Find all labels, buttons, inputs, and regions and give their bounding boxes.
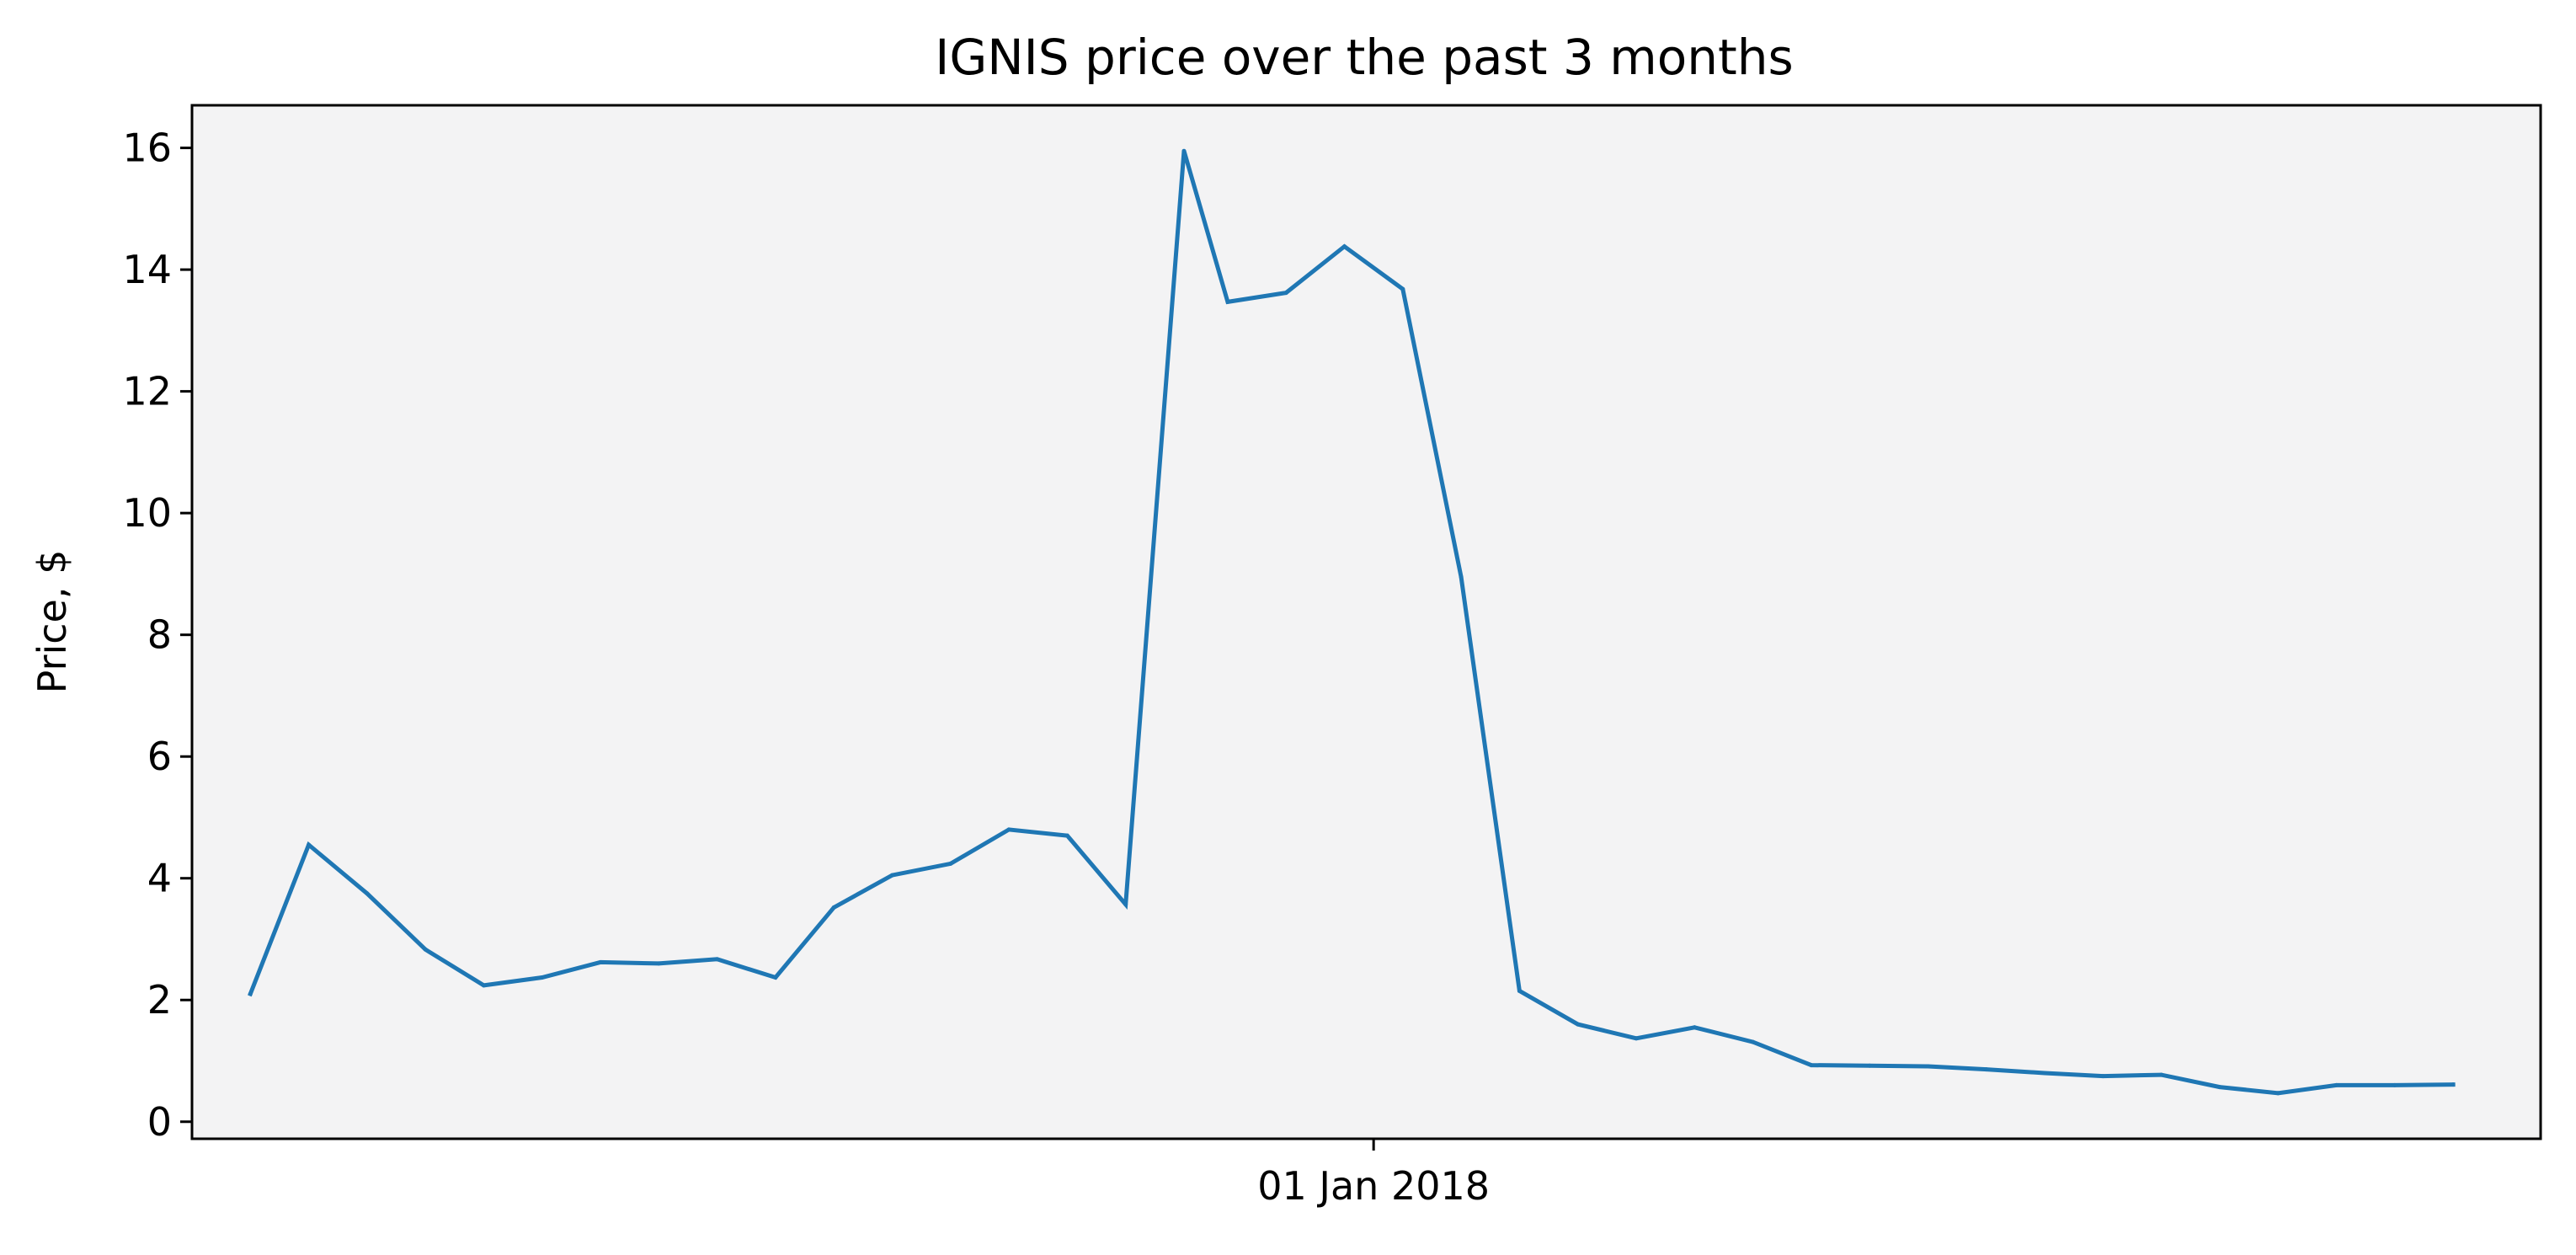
price-point — [2042, 1071, 2047, 1076]
price-point — [1925, 1064, 1930, 1069]
y-tick-label: 8 — [147, 612, 172, 658]
price-point — [1576, 1022, 1581, 1027]
plot-frame — [190, 104, 2542, 1140]
y-tick-label: 14 — [122, 247, 172, 292]
price-point — [948, 861, 953, 866]
price-point — [1283, 291, 1288, 296]
price-point — [1342, 244, 1347, 249]
price-point — [1867, 1063, 1872, 1068]
price-point — [1064, 833, 1069, 838]
price-point — [1459, 574, 1464, 579]
price-point — [656, 961, 661, 966]
price-point — [2392, 1082, 2397, 1087]
chart-title: IGNIS price over the past 3 months — [935, 29, 1794, 86]
price-point — [2217, 1085, 2222, 1090]
y-tick-label: 16 — [122, 125, 172, 171]
price-point — [540, 975, 545, 980]
price-point — [2100, 1074, 2105, 1079]
price-point — [1984, 1067, 1989, 1072]
price-point — [715, 957, 720, 962]
price-point — [2159, 1072, 2164, 1077]
price-point — [248, 991, 253, 996]
price-point — [1225, 299, 1230, 304]
price-point — [1181, 148, 1187, 153]
y-tick-label: 2 — [147, 977, 172, 1023]
price-point — [2451, 1082, 2456, 1087]
price-point — [1006, 827, 1011, 832]
chart-marks: 0 2 4 6 8 10 12 14 16 01 Jan 2018 — [122, 125, 2456, 1209]
y-tick-label: 12 — [122, 369, 172, 414]
y-tick-label: 6 — [147, 734, 172, 779]
price-point — [1123, 902, 1128, 907]
price-point — [307, 842, 312, 847]
price-point — [423, 947, 428, 952]
price-point — [1634, 1036, 1639, 1041]
price-point — [481, 983, 486, 988]
price-point — [1692, 1025, 1697, 1030]
y-axis-label: Price, $ — [29, 550, 75, 694]
x-tick-label: 01 Jan 2018 — [1257, 1163, 1490, 1209]
y-tick-label: 0 — [147, 1099, 172, 1145]
price-point — [2275, 1091, 2280, 1096]
price-point — [1809, 1063, 1814, 1068]
price-point — [2333, 1082, 2339, 1087]
y-tick-label: 4 — [147, 856, 172, 901]
price-point — [1517, 988, 1522, 993]
price-point — [1400, 286, 1405, 291]
price-point — [890, 873, 895, 878]
price-point — [365, 891, 370, 896]
price-point — [1751, 1039, 1756, 1044]
price-point — [773, 975, 778, 980]
price-point — [831, 905, 836, 910]
y-tick-label: 10 — [122, 490, 172, 536]
price-point — [598, 959, 603, 964]
